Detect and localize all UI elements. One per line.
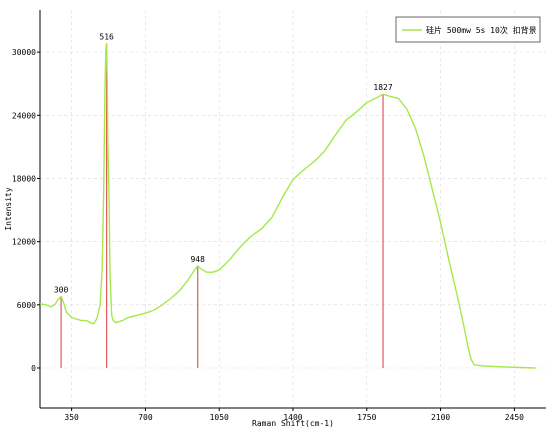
x-tick-label: 700 bbox=[138, 413, 153, 422]
y-tick-label: 12000 bbox=[12, 238, 36, 247]
y-tick-label: 30000 bbox=[12, 48, 36, 57]
x-ticks: 350 700 1050 1400 1750 2100 2450 bbox=[64, 408, 524, 422]
peak-markers bbox=[60, 43, 384, 368]
x-tick-label: 1050 bbox=[210, 413, 229, 422]
x-tick-label: 2100 bbox=[431, 413, 450, 422]
grid bbox=[40, 10, 546, 408]
legend-entry: 硅片 500mw 5s 10次 扣背景 bbox=[426, 25, 537, 35]
y-ticks: 0 6000 12000 18000 24000 30000 bbox=[12, 48, 40, 373]
y-axis-title: Intensity bbox=[4, 187, 13, 231]
y-tick-label: 24000 bbox=[12, 111, 36, 120]
x-tick-label: 350 bbox=[64, 413, 79, 422]
legend: 硅片 500mw 5s 10次 扣背景 bbox=[395, 16, 541, 43]
x-tick-label: 1400 bbox=[283, 413, 302, 422]
peak-label: 516 bbox=[99, 33, 114, 42]
series bbox=[39, 43, 536, 369]
x-tick-label: 1750 bbox=[357, 413, 376, 422]
series-line bbox=[39, 43, 536, 369]
y-tick-label: 6000 bbox=[17, 301, 36, 310]
x-tick-label: 2450 bbox=[505, 413, 524, 422]
x-axis-title: Raman Shift(cm-1) bbox=[252, 419, 334, 428]
peak-label: 1827 bbox=[373, 83, 392, 92]
peak-label: 948 bbox=[190, 255, 205, 264]
peak-labels: 300 516 948 1827 bbox=[54, 33, 393, 295]
y-tick-label: 0 bbox=[31, 364, 36, 373]
y-tick-label: 18000 bbox=[12, 174, 36, 183]
peak-label: 300 bbox=[54, 285, 69, 294]
